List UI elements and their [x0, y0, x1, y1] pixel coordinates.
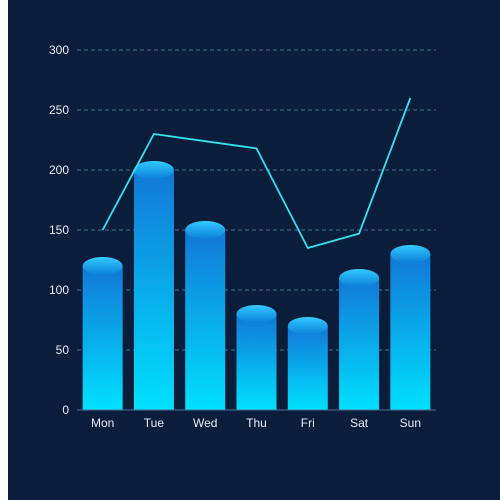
bar-cap [339, 269, 380, 287]
y-tick-label: 0 [62, 403, 69, 417]
bar-body [236, 314, 277, 410]
bar-cap [82, 257, 123, 275]
bar-cap [390, 245, 431, 263]
x-tick-label: Fri [301, 416, 315, 430]
bar-cap [133, 161, 174, 179]
bar-body [82, 266, 123, 410]
bar-wed [185, 221, 226, 410]
bar-body [185, 230, 226, 410]
bar-body [339, 278, 380, 410]
y-tick-label: 100 [49, 283, 69, 297]
x-axis-tick-labels: Mon Tue Wed Thu Fri Sat Sun [91, 416, 421, 430]
bar-mon [82, 257, 123, 410]
line-series [101, 97, 412, 249]
bar-body [287, 326, 328, 410]
x-tick-label: Sun [400, 416, 421, 430]
bar-tue [133, 161, 174, 410]
y-tick-label: 300 [49, 43, 69, 57]
bar-cap [287, 317, 328, 335]
bar-cap [185, 221, 226, 239]
bar-cap [236, 305, 277, 323]
y-axis-tick-labels: 0 50 100 150 200 250 300 [49, 43, 69, 417]
x-tick-label: Thu [246, 416, 267, 430]
bar-body [133, 170, 174, 410]
x-tick-label: Sat [350, 416, 369, 430]
bar-thu [236, 305, 277, 410]
x-tick-label: Wed [193, 416, 217, 430]
bar-fri [287, 317, 328, 410]
y-tick-label: 200 [49, 163, 69, 177]
x-tick-label: Mon [91, 416, 114, 430]
bar-body [390, 254, 431, 410]
y-tick-label: 250 [49, 103, 69, 117]
x-tick-label: Tue [144, 416, 165, 430]
bars [82, 161, 431, 410]
bar-sun [390, 245, 431, 410]
bar-sat [339, 269, 380, 410]
y-tick-label: 50 [56, 343, 70, 357]
y-tick-label: 150 [49, 223, 69, 237]
